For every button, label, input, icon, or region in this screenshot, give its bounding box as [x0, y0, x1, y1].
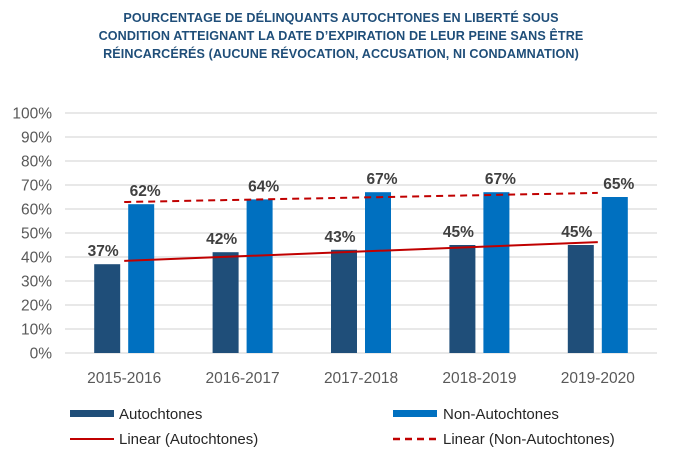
chart-title-line-3: RÉINCARCÉRÉS (AUCUNE RÉVOCATION, ACCUSAT…: [103, 47, 579, 61]
trendlines: [124, 191, 598, 262]
x-tick-label: 2017-2018: [324, 370, 398, 387]
legend-swatch-non-autochtones: [393, 410, 437, 417]
data-label: 45%: [561, 224, 592, 241]
x-tick-label: 2019-2020: [561, 370, 636, 387]
x-tick-label: 2016-2017: [206, 370, 280, 387]
y-tick-label: 40%: [21, 250, 52, 267]
y-tick-label: 70%: [21, 178, 52, 195]
bars: [94, 192, 628, 353]
bar-non-autochtones: [128, 204, 155, 353]
bar-autochtones: [567, 245, 594, 353]
y-axis: 0% 10% 20% 30% 40% 50% 60% 70% 80% 90% 100%: [12, 106, 52, 363]
bar-autochtones: [331, 249, 357, 353]
chart-title-line-2: CONDITION ATTEIGNANT LA DATE D’EXPIRATIO…: [98, 29, 584, 43]
chart-title-line-1: POURCENTAGE DE DÉLINQUANTS AUTOCHTONES E…: [123, 11, 559, 25]
bar-autochtones: [94, 264, 121, 353]
y-tick-label: 90%: [21, 130, 52, 147]
y-tick-label: 20%: [21, 298, 52, 315]
data-label: 37%: [88, 243, 119, 260]
y-tick-label: 0%: [30, 346, 53, 363]
data-label: 67%: [366, 171, 397, 188]
data-label: 64%: [248, 178, 279, 195]
legend-swatch-autochtones: [70, 410, 114, 417]
data-label: 45%: [443, 224, 474, 241]
data-label: 65%: [603, 176, 634, 193]
trendline-autochtones: [124, 241, 598, 262]
y-tick-label: 10%: [21, 322, 52, 339]
y-tick-label: 30%: [21, 274, 52, 291]
legend: Autochtones Non-Autochtones Linear (Autoch…: [70, 406, 615, 448]
legend-label-linear-autochtones: Linear (Autochtones): [119, 431, 258, 448]
bar-autochtones: [212, 252, 239, 353]
data-label: 43%: [324, 229, 355, 246]
bar-non-autochtones: [483, 192, 510, 353]
y-tick-label: 60%: [21, 202, 52, 219]
legend-label-autochtones: Autochtones: [119, 406, 202, 423]
bar-non-autochtones: [601, 197, 628, 353]
trendline-non-autochtones: [124, 191, 598, 204]
bar-non-autochtones: [365, 192, 391, 353]
bar-autochtones: [449, 245, 476, 353]
x-axis: 2015-2016 2016-2017 2017-2018 2018-2019 2019…: [87, 370, 635, 387]
chart-title: POURCENTAGE DE DÉLINQUANTS AUTOCHTONES E…: [0, 9, 682, 63]
x-tick-label: 2018-2019: [442, 370, 516, 387]
y-tick-label: 50%: [21, 226, 52, 243]
y-tick-label: 100%: [12, 106, 52, 123]
data-label: 62%: [130, 183, 161, 200]
legend-label-linear-non-autochtones: Linear (Non-Autochtones): [443, 431, 615, 448]
x-tick-label: 2015-2016: [87, 370, 161, 387]
legend-label-non-autochtones: Non-Autochtones: [443, 406, 559, 423]
data-label: 67%: [485, 171, 516, 188]
data-labels: 37% 62% 42% 64% 43% 67% 45% 67% 45% 65%: [88, 171, 635, 260]
gridlines: [65, 112, 657, 354]
y-tick-label: 80%: [21, 154, 52, 171]
data-label: 42%: [206, 231, 237, 248]
bar-non-autochtones: [246, 199, 273, 353]
